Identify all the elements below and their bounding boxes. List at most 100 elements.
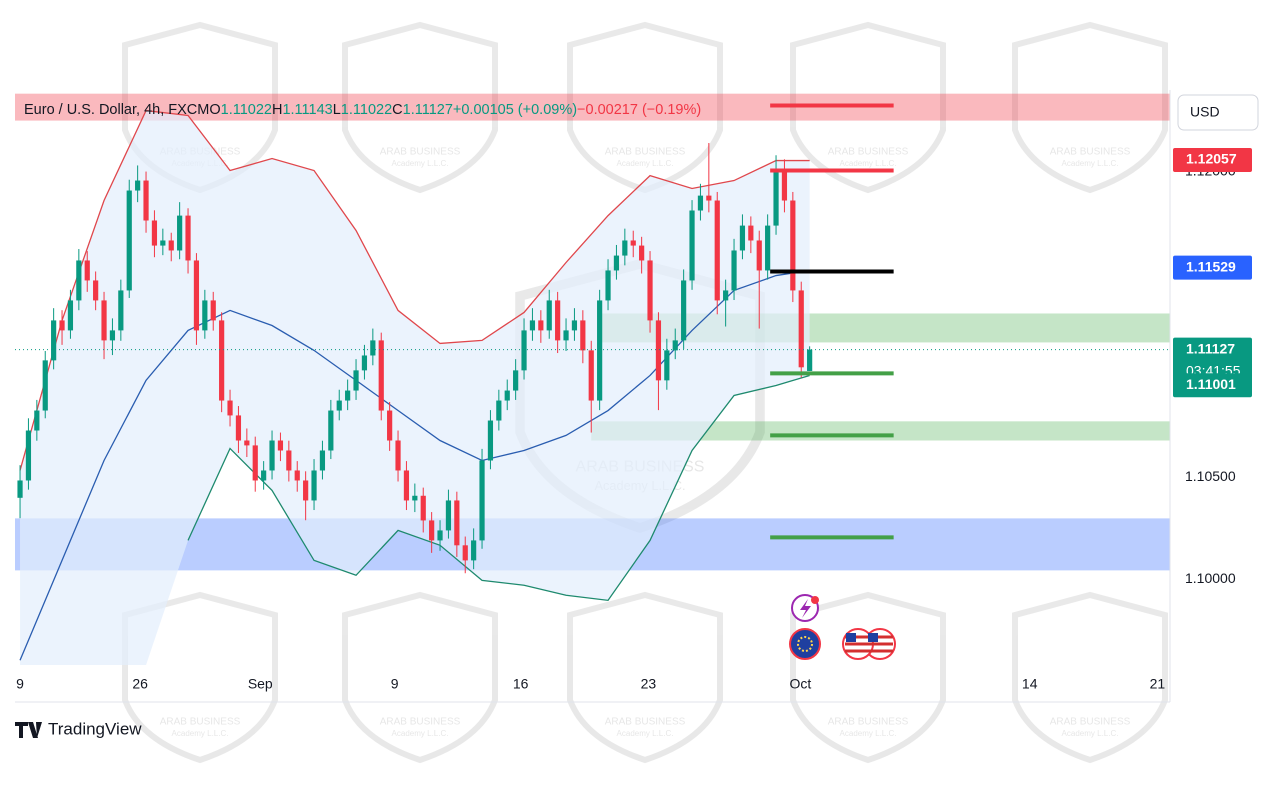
candle-body — [160, 240, 166, 246]
watermark-shield — [1012, 21, 1168, 194]
brand-logo: TradingView — [15, 719, 142, 738]
band-line — [187, 374, 810, 602]
candle-body — [437, 530, 443, 541]
hidden-change: −0.00217 (−0.19%) — [577, 102, 701, 118]
candle-body — [487, 420, 494, 461]
candle-body — [672, 340, 678, 351]
watermark-name: ARAB BUSINESS — [1050, 717, 1131, 728]
candle-body — [168, 240, 174, 251]
candle-body — [546, 300, 552, 331]
watermark-sub: Academy L.L.C. — [840, 729, 897, 738]
candle-body — [177, 215, 183, 251]
watermark-shield — [122, 591, 278, 764]
candle-body — [185, 215, 191, 261]
candle-body — [529, 320, 536, 331]
ohlc-value: 1.11022 — [221, 102, 272, 118]
watermark-name: ARAB BUSINESS — [828, 147, 909, 158]
candle-body — [311, 470, 317, 501]
candle-body — [765, 225, 771, 271]
candle-body — [378, 340, 384, 411]
price-tag-label: 1.12057 — [1186, 151, 1237, 167]
currency-button[interactable] — [1177, 94, 1259, 131]
watermark-shield — [790, 21, 946, 194]
watermark-sub: Academy L.L.C. — [392, 159, 449, 168]
candle-body — [706, 195, 712, 201]
candle-body — [51, 320, 57, 361]
zone — [591, 421, 1170, 441]
candle-body — [202, 300, 208, 331]
candle-body — [504, 390, 510, 401]
candle-body — [462, 545, 468, 561]
candle-body — [269, 440, 275, 471]
ohlc-value: 1.11022 — [341, 102, 392, 118]
x-tick-label: Oct — [790, 676, 812, 692]
watermark-name: ARAB BUSINESS — [828, 717, 909, 728]
candle-body — [790, 200, 796, 291]
ohlc-name: L — [333, 102, 341, 118]
candle-body — [370, 340, 376, 356]
price-tag — [1173, 373, 1252, 398]
ohlc-name: O — [209, 102, 220, 118]
candle-body — [739, 225, 746, 251]
candle-body — [697, 195, 704, 211]
watermark-name: ARAB BUSINESS — [1050, 147, 1131, 158]
watermark-shield — [790, 591, 946, 764]
candle-body — [109, 330, 116, 341]
candle-body — [17, 480, 23, 498]
candle-body — [445, 500, 452, 531]
candle-body — [471, 540, 477, 561]
watermark-sub: Academy L.L.C. — [172, 729, 229, 738]
candle-body — [605, 270, 611, 301]
candle-body — [681, 280, 687, 341]
price-tag — [1173, 147, 1252, 172]
candle-body — [563, 330, 569, 341]
ohlc-value: 1.11127 — [403, 102, 453, 118]
candle-body — [34, 410, 40, 431]
currency[interactable]: USD — [1190, 104, 1220, 120]
candle-body — [756, 240, 762, 271]
candle-body — [235, 415, 242, 441]
candle-body — [689, 210, 695, 281]
us-stripes — [845, 635, 893, 653]
candle-body — [244, 440, 250, 446]
ohlc-value: 1.11143 — [282, 102, 332, 118]
candle-body — [210, 300, 216, 321]
candle-body — [303, 480, 309, 501]
watermark-sub: Academy L.L.C. — [1062, 729, 1119, 738]
candle-body — [571, 320, 578, 331]
candle-body — [781, 170, 788, 201]
candle-body — [294, 470, 300, 481]
watermark-shield — [567, 591, 723, 764]
x-tick-label: 14 — [1022, 676, 1038, 692]
candle-body — [319, 450, 326, 471]
candle-body — [42, 360, 48, 411]
candle-body — [118, 290, 124, 331]
candle-body — [521, 330, 527, 371]
candle-body — [723, 290, 729, 301]
watermark-sub: Academy L.L.C. — [840, 159, 897, 168]
x-tick-label: Sep — [248, 676, 273, 692]
watermark-name: ARAB BUSINESS — [605, 147, 686, 158]
legend-header: Euro / U.S. Dollar, 4h, FXCMO1.11022H1.1… — [24, 102, 701, 118]
watermark-shield — [1012, 591, 1168, 764]
candle-body — [126, 190, 132, 291]
candle-body — [286, 450, 292, 471]
candle-body — [655, 320, 662, 381]
candle-body — [412, 495, 418, 501]
candle-body — [748, 225, 754, 241]
plot: Euro / U.S. Dollar, 4h, FXCMO1.11022H1.1… — [15, 93, 1252, 692]
candle-body — [630, 240, 636, 246]
candle-body — [731, 250, 737, 291]
symbol-title: Euro / U.S. Dollar, 4h, FXCM — [24, 102, 209, 118]
us-canton — [846, 633, 856, 642]
candle-body — [664, 350, 670, 381]
watermark-name: ARAB BUSINESS — [380, 147, 461, 158]
zone — [15, 93, 1170, 121]
candle-body — [420, 495, 426, 521]
price-tag — [1173, 255, 1252, 280]
